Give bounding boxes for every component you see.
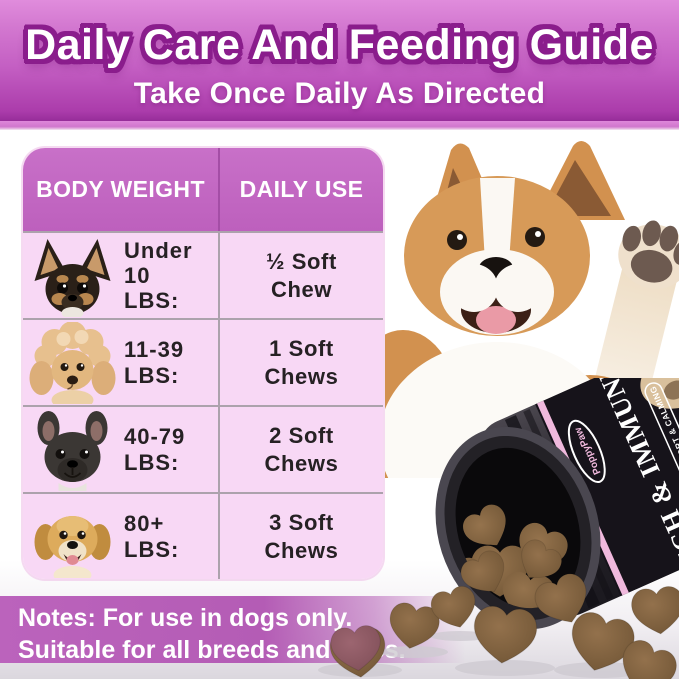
chihuahua-image bbox=[34, 238, 111, 317]
daily-use-value: 1 Soft Chews bbox=[264, 336, 339, 389]
column-header-daily-use: DAILY USE bbox=[218, 148, 383, 231]
daily-use-value: ½ Soft Chew bbox=[266, 249, 337, 302]
weight-range: Under 10 LBS: bbox=[124, 237, 193, 314]
column-header-body-weight: BODY WEIGHT bbox=[36, 176, 205, 202]
table-row: 11-39 LBS: 1 Soft Chews bbox=[23, 318, 383, 405]
table-row: 80+ LBS: 3 Soft Chews bbox=[23, 492, 383, 579]
daily-use-value: 2 Soft Chews bbox=[264, 423, 339, 476]
poodle-image bbox=[29, 321, 116, 404]
feeding-table: BODY WEIGHT DAILY USE Under 10 LBS: bbox=[23, 148, 383, 579]
french-bulldog-image bbox=[37, 410, 108, 491]
notes-label: Notes: bbox=[18, 604, 96, 632]
product-jar: PoppyPaw ITCH & IMMUNE FOR SKIN COMFORT … bbox=[400, 314, 679, 679]
notes-line2: Suitable for all breeds and sizes. bbox=[18, 635, 406, 664]
golden-retriever-image bbox=[34, 515, 111, 578]
weight-range: 40-79 LBS: bbox=[124, 424, 186, 475]
page-title: Daily Care And Feeding Guide bbox=[25, 21, 654, 69]
table-header-row: BODY WEIGHT DAILY USE bbox=[23, 148, 383, 231]
table-row: Under 10 LBS: ½ Soft Chew bbox=[23, 231, 383, 318]
weight-range: 80+ LBS: bbox=[124, 511, 180, 562]
header-bottom-strip bbox=[0, 121, 679, 130]
table-row: 40-79 LBS: 2 Soft Chews bbox=[23, 405, 383, 492]
brand-badge bbox=[567, 419, 606, 484]
page-subtitle: Take Once Daily As Directed bbox=[133, 77, 546, 111]
daily-use-value: 3 Soft Chews bbox=[264, 510, 339, 563]
jar-illustration: PoppyPaw ITCH & IMMUNE FOR SKIN COMFORT … bbox=[435, 314, 679, 630]
notes-banner: Notes: For use in dogs only. Suitable fo… bbox=[0, 596, 480, 664]
header-banner: Daily Care And Feeding Guide Take Once D… bbox=[0, 0, 679, 121]
notes-line1: For use in dogs only. bbox=[102, 604, 353, 632]
weight-range: 11-39 LBS: bbox=[124, 337, 185, 388]
